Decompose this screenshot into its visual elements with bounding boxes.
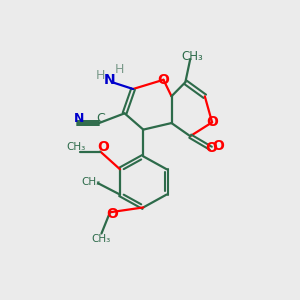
Text: N: N bbox=[74, 112, 84, 125]
Text: C: C bbox=[96, 112, 105, 125]
Text: CH₃: CH₃ bbox=[182, 50, 203, 63]
Text: O: O bbox=[106, 206, 119, 220]
Text: O: O bbox=[158, 73, 169, 87]
Text: H: H bbox=[115, 63, 124, 76]
Text: H: H bbox=[96, 69, 105, 82]
Text: O: O bbox=[206, 115, 218, 129]
Text: O: O bbox=[97, 140, 109, 154]
Text: O: O bbox=[213, 140, 225, 153]
Text: CH₃: CH₃ bbox=[81, 177, 101, 187]
Text: N: N bbox=[104, 73, 116, 87]
Text: CH₃: CH₃ bbox=[92, 234, 111, 244]
Text: CH₃: CH₃ bbox=[66, 142, 85, 152]
Text: O: O bbox=[205, 141, 217, 155]
